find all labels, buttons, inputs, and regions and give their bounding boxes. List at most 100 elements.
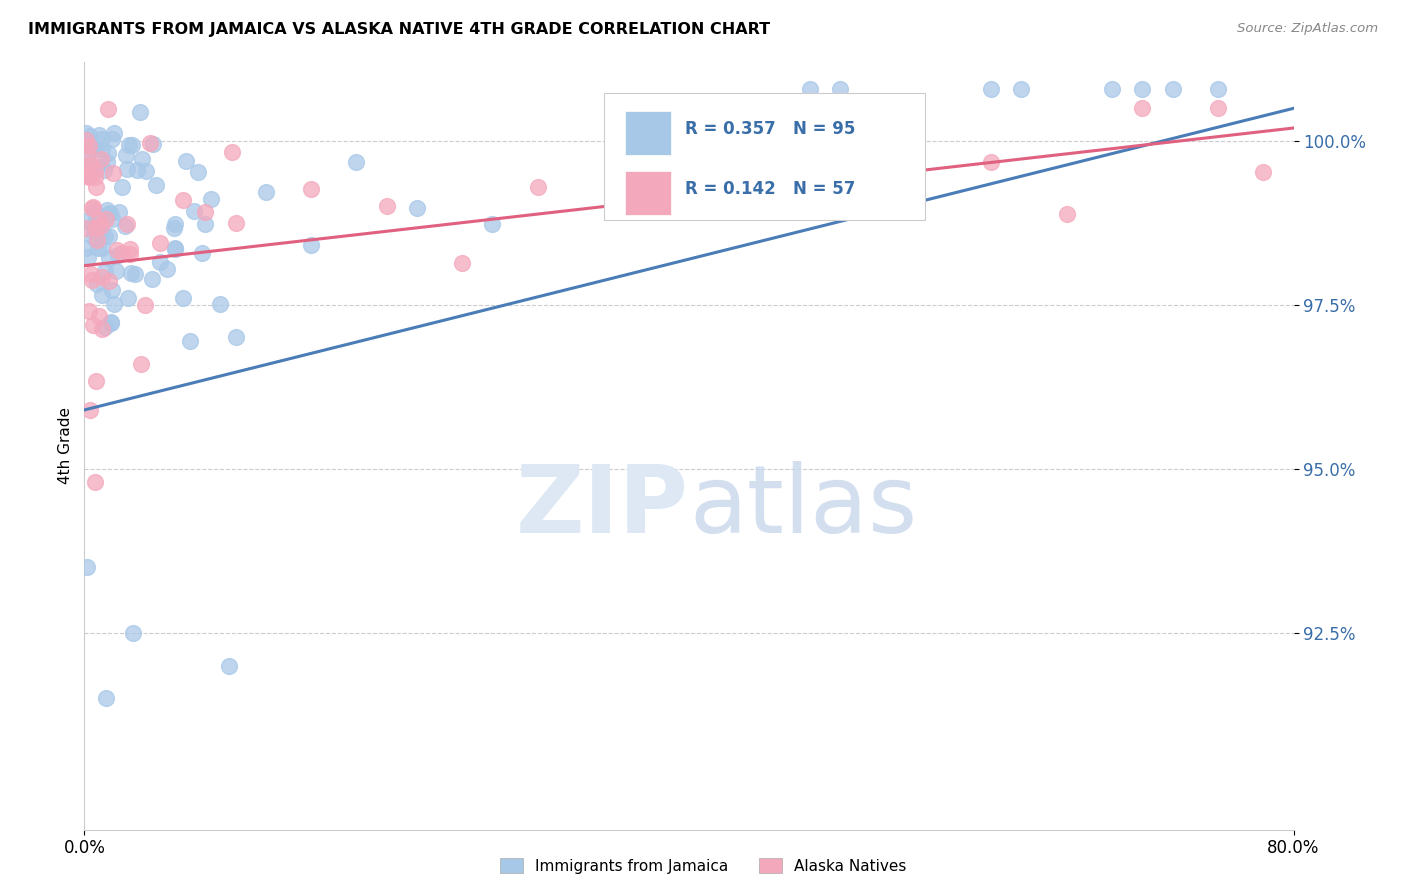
Point <box>172 193 194 207</box>
Point <box>83 225 105 239</box>
Point <box>100 315 122 329</box>
Point <box>75 126 97 140</box>
Point <box>105 243 128 257</box>
Point <box>111 180 134 194</box>
Point <box>83 475 105 489</box>
Point <box>79 403 101 417</box>
Point <box>830 81 852 95</box>
Point <box>82 201 104 215</box>
Point <box>75 214 97 228</box>
Point <box>82 200 104 214</box>
Point <box>183 203 205 218</box>
Point <box>149 236 172 251</box>
Point <box>131 152 153 166</box>
FancyBboxPatch shape <box>624 170 671 215</box>
Point <box>118 137 141 152</box>
Point <box>80 141 103 155</box>
Point <box>194 204 217 219</box>
Point <box>375 199 398 213</box>
Point <box>79 128 101 143</box>
Point <box>86 160 108 174</box>
Point <box>135 164 157 178</box>
Point <box>980 81 1002 95</box>
Point <box>82 318 104 332</box>
Point <box>194 217 217 231</box>
Point <box>77 250 100 264</box>
Point <box>1011 81 1033 95</box>
Point <box>451 256 474 270</box>
Point <box>100 316 122 330</box>
Point <box>84 374 107 388</box>
Point <box>97 145 120 160</box>
Point <box>87 128 110 142</box>
Text: IMMIGRANTS FROM JAMAICA VS ALASKA NATIVE 4TH GRADE CORRELATION CHART: IMMIGRANTS FROM JAMAICA VS ALASKA NATIVE… <box>28 22 770 37</box>
Point <box>98 206 121 220</box>
Point <box>84 142 107 156</box>
Point <box>87 241 110 255</box>
Point <box>179 334 201 348</box>
Point <box>94 264 117 278</box>
Point <box>86 277 108 291</box>
Point <box>86 233 108 247</box>
Point <box>90 144 112 158</box>
Point <box>602 194 624 209</box>
Point <box>82 230 104 244</box>
Point <box>111 245 134 260</box>
Point <box>97 251 120 265</box>
Point <box>163 220 186 235</box>
Point <box>114 219 136 233</box>
Point <box>93 163 115 178</box>
Point <box>107 248 129 262</box>
Text: R = 0.357   N = 95: R = 0.357 N = 95 <box>685 120 856 138</box>
Point <box>75 220 97 235</box>
Point <box>122 625 145 640</box>
Point <box>90 152 112 166</box>
Y-axis label: 4th Grade: 4th Grade <box>58 408 73 484</box>
Point <box>87 309 110 323</box>
Point <box>602 162 624 177</box>
Text: R = 0.142   N = 57: R = 0.142 N = 57 <box>685 180 856 198</box>
Point <box>121 138 143 153</box>
Point <box>406 201 429 215</box>
Point <box>1253 165 1275 179</box>
Point <box>90 322 112 336</box>
Point <box>118 247 141 261</box>
Point <box>225 216 247 230</box>
Point <box>481 217 503 231</box>
Point <box>254 185 277 199</box>
Point <box>94 229 117 244</box>
Point <box>91 241 114 255</box>
Point <box>98 274 121 288</box>
Point <box>139 136 162 151</box>
Point <box>93 319 115 334</box>
Point <box>80 273 103 287</box>
Point <box>1101 81 1123 95</box>
Point <box>1206 81 1229 95</box>
Point <box>221 145 243 159</box>
Point <box>754 101 776 115</box>
Point <box>1161 81 1184 95</box>
Point <box>156 262 179 277</box>
Point <box>96 155 118 169</box>
Point <box>709 125 731 139</box>
Point <box>101 132 124 146</box>
Point <box>83 203 105 218</box>
Point <box>83 169 105 184</box>
Point <box>187 165 209 179</box>
Point <box>84 221 107 235</box>
Point <box>134 298 156 312</box>
Point <box>76 168 98 182</box>
Point <box>103 126 125 140</box>
Point <box>101 211 124 226</box>
Point <box>1130 101 1153 115</box>
FancyBboxPatch shape <box>624 111 671 155</box>
Point <box>1056 207 1078 221</box>
Point <box>165 217 187 231</box>
Point <box>115 217 138 231</box>
Point <box>163 241 186 255</box>
Point <box>115 147 138 161</box>
Point <box>101 166 124 180</box>
Point <box>90 287 112 301</box>
Point <box>172 292 194 306</box>
Point <box>77 170 100 185</box>
